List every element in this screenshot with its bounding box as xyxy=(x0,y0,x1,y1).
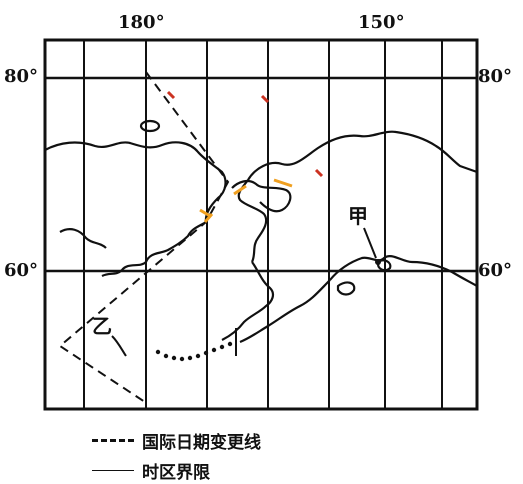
parallels xyxy=(45,76,477,273)
legend-item-timezone: 时区界限 xyxy=(92,458,210,483)
jia-marker xyxy=(375,259,381,265)
legend-label-timezone: 时区界限 xyxy=(142,463,210,483)
map xyxy=(43,38,479,411)
yi-marker xyxy=(111,335,127,357)
aleutian-islands xyxy=(155,341,233,362)
latitude-label-80-left: 80° xyxy=(4,66,39,87)
coastline xyxy=(44,119,478,344)
jia-pointer xyxy=(363,227,377,259)
longitude-label-180: 180° xyxy=(118,12,165,33)
legend-thin-swatch xyxy=(92,470,134,471)
place-label-jia: 甲 xyxy=(348,204,368,228)
longitude-label-150: 150° xyxy=(358,12,405,33)
map-frame xyxy=(43,38,479,411)
highlight-marks xyxy=(166,90,324,223)
latitude-label-60-right: 60° xyxy=(478,260,513,281)
latitude-label-80-right: 80° xyxy=(478,66,513,87)
legend-item-date-line: 国际日期变更线 xyxy=(92,428,261,453)
legend-dashed-swatch xyxy=(92,439,134,442)
legend-label-date-line: 国际日期变更线 xyxy=(142,433,261,453)
latitude-label-60-left: 60° xyxy=(4,260,39,281)
place-label-yi: 乙 xyxy=(92,314,112,338)
